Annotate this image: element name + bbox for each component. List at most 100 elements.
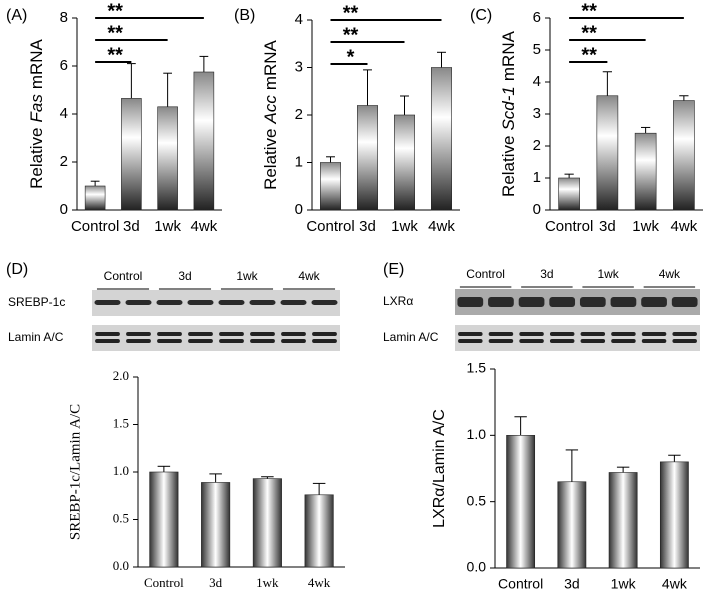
blot-band <box>125 300 152 305</box>
blot-band <box>156 300 183 305</box>
blot-band <box>95 332 120 336</box>
bar <box>558 177 580 211</box>
y-tick-label: 1.5 <box>113 415 129 430</box>
blot-band <box>95 339 120 343</box>
panel-label: (E) <box>383 261 404 278</box>
blot-band <box>281 339 306 343</box>
y-label-gene: Acc <box>261 95 280 125</box>
blot-band <box>188 339 213 343</box>
blot-band <box>458 332 483 336</box>
x-tick-label: 4wk <box>308 575 331 590</box>
y-tick-label: 3 <box>295 58 303 75</box>
y-label-suffix: mRNA <box>27 38 46 89</box>
bar <box>659 461 689 569</box>
y-tick-label: 2 <box>295 106 303 123</box>
x-tick-label: Control <box>545 218 593 235</box>
y-tick-label: 0 <box>533 201 541 218</box>
y-tick-label: 0 <box>295 201 303 218</box>
x-tick-label: 4wk <box>191 218 218 235</box>
y-tick-label: 8 <box>60 9 68 26</box>
y-tick-label: 4 <box>533 73 541 90</box>
bar <box>431 67 452 211</box>
blot-band <box>281 332 306 336</box>
blot-band <box>518 297 545 307</box>
panel-label: (D) <box>6 261 28 278</box>
y-tick-label: 0.5 <box>113 510 129 525</box>
y-label-suffix: mRNA <box>499 30 518 81</box>
blot-band <box>311 300 338 305</box>
y-label-suffix: mRNA <box>261 39 280 90</box>
blot-band <box>219 332 244 336</box>
y-tick-label: 2 <box>533 137 541 154</box>
x-tick-label: 1wk <box>611 576 637 592</box>
blot-band <box>250 332 275 336</box>
blot-band <box>312 339 337 343</box>
bar <box>596 95 619 211</box>
bar <box>84 185 106 211</box>
y-tick-label: 0 <box>60 201 68 218</box>
y-label-prefix: Relative <box>261 128 280 189</box>
x-tick-label: 4wk <box>671 218 698 235</box>
blot-row-label: Lamin A/C <box>383 330 439 344</box>
blot-band <box>672 332 697 336</box>
bar <box>394 114 415 211</box>
x-tick-label: 1wk <box>154 218 181 235</box>
blot-band <box>580 332 606 336</box>
significance-label: ** <box>581 0 597 22</box>
blot-band <box>611 339 636 343</box>
significance-label: ** <box>107 0 123 22</box>
blot-band <box>641 332 667 336</box>
blot-strip <box>455 325 700 351</box>
bar <box>149 471 179 568</box>
y-tick-label: 1 <box>533 169 541 186</box>
panel-label: (B) <box>234 7 255 24</box>
significance-label: ** <box>581 44 597 66</box>
blot-group-label: Control <box>104 269 143 283</box>
y-tick-label: 3 <box>533 105 541 122</box>
x-tick-label: 1wk <box>632 218 659 235</box>
y-tick-label: 4 <box>295 11 303 28</box>
bar <box>252 478 282 568</box>
y-axis-label: Relative Scd-1 mRNA <box>499 30 518 197</box>
significance-label: ** <box>107 44 123 66</box>
blot-band <box>519 332 544 336</box>
y-axis-label: Relative Acc mRNA <box>261 39 280 189</box>
bar <box>557 481 587 569</box>
y-tick-label: 2.0 <box>113 368 129 383</box>
blot-band <box>457 297 484 307</box>
x-tick-label: 4wk <box>662 576 688 592</box>
blot-band <box>188 332 213 336</box>
blot-strip <box>92 325 340 351</box>
y-tick-label: 0.0 <box>113 558 129 573</box>
blot-group-label: Control <box>466 267 505 281</box>
x-tick-label: 1wk <box>391 218 418 235</box>
blot-band <box>641 339 667 343</box>
blot-band <box>187 300 214 305</box>
bar <box>634 132 657 211</box>
panel-label: (A) <box>6 7 27 24</box>
x-tick-label: 3d <box>599 218 616 235</box>
blot-band <box>610 297 637 307</box>
blot-band <box>488 332 514 336</box>
blot-group-label: 3d <box>178 269 191 283</box>
y-axis-label: Relative Fas mRNA <box>27 38 46 188</box>
y-tick-label: 6 <box>533 9 541 26</box>
blot-band <box>250 339 275 343</box>
y-tick-label: 0.0 <box>467 559 487 575</box>
y-tick-label: 2 <box>60 153 68 170</box>
bar <box>304 494 334 568</box>
x-tick-label: 1wk <box>256 575 279 590</box>
bar <box>121 98 142 211</box>
bar <box>357 105 378 211</box>
bar <box>193 71 215 211</box>
y-tick-label: 1 <box>295 153 303 170</box>
blot-group-label: 3d <box>540 267 553 281</box>
significance-label: ** <box>343 24 359 46</box>
blot-band <box>671 297 698 307</box>
y-tick-label: 1.0 <box>113 463 129 478</box>
blot-group-label: 1wk <box>236 269 258 283</box>
x-tick-label: Control <box>306 218 354 235</box>
x-tick-label: Control <box>498 576 543 592</box>
significance-label: ** <box>343 2 359 24</box>
blot-band <box>641 297 667 307</box>
